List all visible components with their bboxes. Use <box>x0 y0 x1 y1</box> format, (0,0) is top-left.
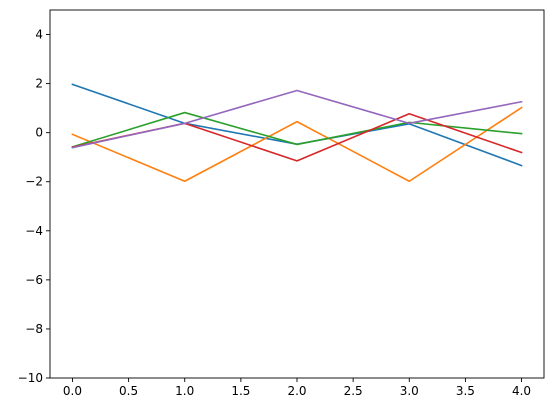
x-tick-label: 3.5 <box>456 384 475 398</box>
x-tick-label: 1.5 <box>231 384 250 398</box>
y-tick-label: −4 <box>25 224 43 238</box>
y-tick-label: 4 <box>35 28 43 42</box>
y-axis: −10 −8 −6 −4 −2 0 2 4 <box>18 28 50 385</box>
x-tick-label: 4.0 <box>512 384 531 398</box>
x-tick-label: 1.0 <box>175 384 194 398</box>
series-line-1 <box>71 83 523 167</box>
series-line-5 <box>71 89 523 149</box>
x-tick-label: 0.5 <box>119 384 138 398</box>
x-tick-label: 2.0 <box>287 384 306 398</box>
x-tick-label: 2.5 <box>344 384 363 398</box>
y-tick-label: −10 <box>18 371 43 385</box>
series-line-2 <box>71 106 523 183</box>
series-layer <box>71 83 523 183</box>
y-tick-label: 0 <box>35 126 43 140</box>
y-tick-label: −6 <box>25 273 43 287</box>
x-axis: 0.0 0.5 1.0 1.5 2.0 2.5 3.0 3.5 4.0 <box>63 378 531 398</box>
x-tick-label: 3.0 <box>400 384 419 398</box>
x-tick-label: 0.0 <box>63 384 82 398</box>
y-tick-label: −2 <box>25 175 43 189</box>
plot-area-frame <box>49 9 545 379</box>
y-tick-label: −8 <box>25 322 43 336</box>
y-tick-label: 2 <box>35 77 43 91</box>
